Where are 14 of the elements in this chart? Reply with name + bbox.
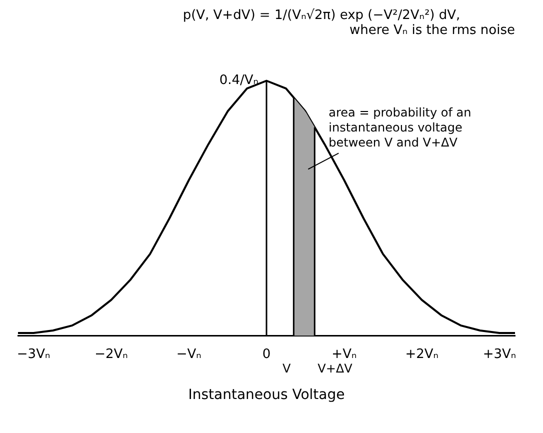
x-tick-label: +Vₙ xyxy=(332,346,357,362)
chart-title: p(V, V+dV) = 1/(Vₙ√2π) exp (−V²/2Vₙ²) dV, xyxy=(182,8,462,23)
ref-line-label: V xyxy=(282,362,292,376)
chart-subtitle: where Vₙ is the rms noise xyxy=(348,23,516,38)
x-tick-label: −3Vₙ xyxy=(16,346,50,362)
band-label: area = probability of an instantaneous voltage between V and V+ΔV xyxy=(328,105,472,150)
x-tick-label: +2Vₙ xyxy=(405,346,438,362)
x-tick-label: −2Vₙ xyxy=(94,346,128,362)
x-tick-label: 0 xyxy=(262,346,271,362)
ref-line-label: V+ΔV xyxy=(318,362,354,376)
x-axis-title: Instantaneous Voltage xyxy=(188,387,345,404)
x-tick-label: +3Vₙ xyxy=(482,346,516,362)
x-tick-label: −Vₙ xyxy=(176,346,202,362)
annotation: 0.4/Vₙ xyxy=(219,73,258,88)
